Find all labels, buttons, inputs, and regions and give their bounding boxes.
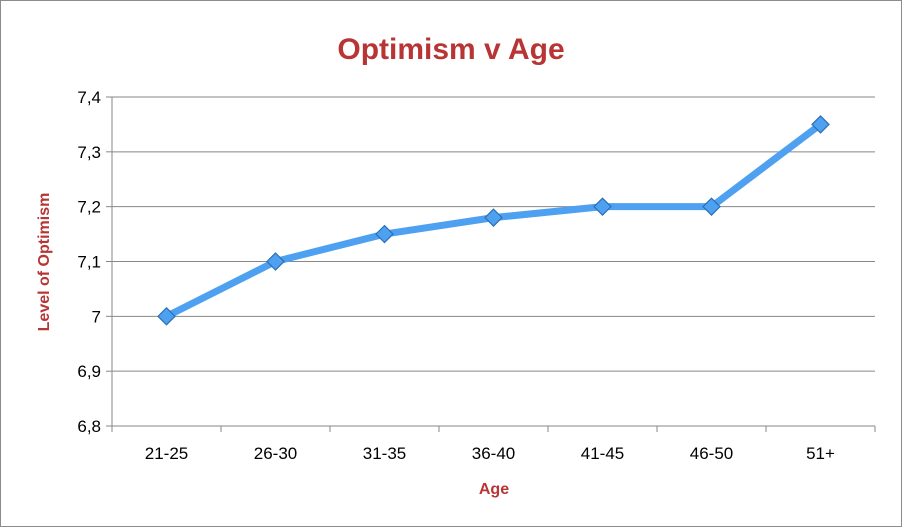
x-tick-label: 21-25 <box>145 444 188 463</box>
axes <box>106 96 876 432</box>
data-point-marker <box>484 208 503 227</box>
y-tick-label: 7,4 <box>77 88 101 107</box>
x-tick-label: 46-50 <box>690 444 733 463</box>
y-tick-labels: 6,8 6,9 7 7,1 7,2 7,3 7,4 <box>77 88 101 436</box>
chart-title: Optimism v Age <box>337 33 564 66</box>
data-point-marker <box>266 252 285 271</box>
x-axis-title: Age <box>479 481 509 498</box>
x-tick-label: 31-35 <box>363 444 406 463</box>
gridlines <box>112 96 875 372</box>
y-tick-label: 7 <box>92 307 101 326</box>
series <box>157 115 830 326</box>
x-tick-label: 26-30 <box>254 444 297 463</box>
x-tick-label: 51+ <box>806 444 835 463</box>
y-tick-label: 6,9 <box>77 362 101 381</box>
x-tick-label: 41-45 <box>581 444 624 463</box>
x-tick-label: 36-40 <box>472 444 515 463</box>
y-tick-label: 7,3 <box>77 143 101 162</box>
y-tick-label: 6,8 <box>77 417 101 436</box>
data-point-marker <box>157 306 176 326</box>
y-tick-label: 7,2 <box>77 198 101 217</box>
y-axis-title: Level of Optimism <box>36 193 53 332</box>
data-point-marker <box>375 224 394 244</box>
x-tick-labels: 21-25 26-30 31-35 36-40 41-45 46-50 51+ <box>145 444 835 463</box>
y-tick-label: 7,1 <box>77 253 101 272</box>
data-point-marker <box>702 197 721 217</box>
data-point-marker <box>593 197 612 217</box>
data-point-marker <box>811 115 830 134</box>
